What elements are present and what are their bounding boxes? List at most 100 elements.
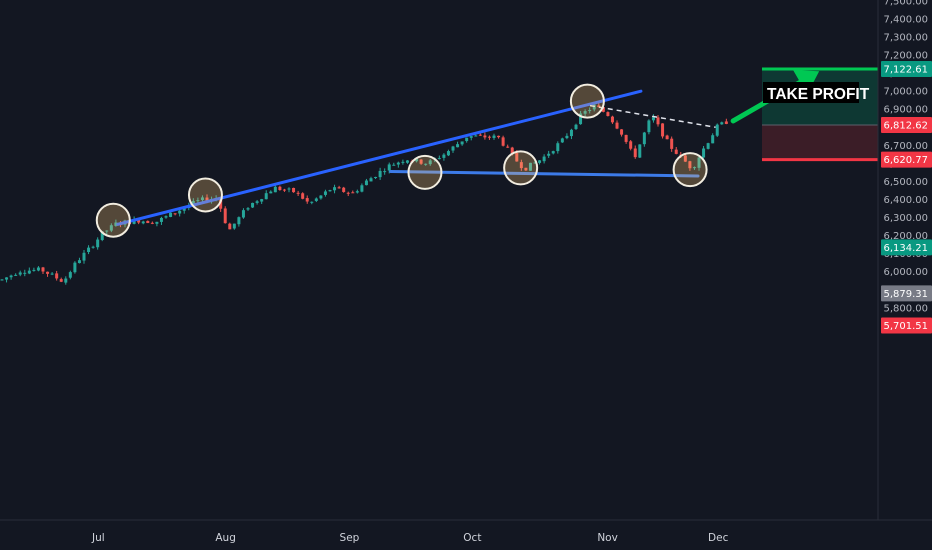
- candle-body: [633, 148, 637, 158]
- candle-body: [282, 189, 286, 191]
- candle-body: [232, 223, 236, 229]
- candle-body: [547, 153, 551, 156]
- candle-body: [273, 186, 277, 193]
- candle-body: [328, 190, 332, 192]
- candle-body: [574, 124, 578, 129]
- y-tick-label: 7,300.00: [883, 33, 928, 44]
- candle-body: [32, 269, 36, 271]
- candle-body: [36, 267, 40, 271]
- take-profit-label-bg: [763, 82, 859, 103]
- candle-body: [173, 213, 177, 215]
- candle-body: [191, 201, 195, 206]
- candle-body: [200, 197, 204, 201]
- candle-body: [405, 160, 409, 163]
- y-tick-label: 7,000.00: [883, 87, 928, 98]
- candle-body: [55, 273, 59, 279]
- candle-body: [64, 278, 68, 283]
- candle-body: [68, 272, 72, 278]
- candle-body: [638, 144, 642, 158]
- candle-body: [46, 271, 50, 274]
- candle-body: [724, 121, 728, 124]
- candle-body: [538, 160, 542, 163]
- candle-body: [588, 110, 592, 112]
- candle-body: [711, 135, 715, 144]
- candle-body: [620, 129, 624, 135]
- candle-body: [105, 230, 109, 232]
- candle-body: [670, 138, 674, 149]
- price-badge-label: 5,879.31: [883, 289, 928, 300]
- candle-body: [14, 274, 18, 276]
- y-tick-label: 5,800.00: [883, 303, 928, 314]
- candle-body: [474, 135, 478, 137]
- touch-point-circle: [569, 83, 605, 119]
- candle-body: [333, 187, 337, 191]
- candle-body: [205, 197, 209, 202]
- candle-body: [314, 198, 318, 201]
- candle-body: [87, 247, 91, 253]
- candle-body: [651, 117, 655, 121]
- candle-body: [141, 221, 145, 224]
- candle-body: [487, 136, 491, 138]
- x-tick-label: Dec: [708, 532, 729, 544]
- time-axis-background: [0, 520, 932, 550]
- candle-body: [451, 146, 455, 151]
- x-tick-label: Aug: [215, 532, 236, 544]
- candle-body: [100, 231, 104, 240]
- candle-body: [697, 157, 701, 168]
- candle-body: [647, 120, 651, 133]
- candle-body: [23, 272, 27, 274]
- y-tick-label: 6,700.00: [883, 141, 928, 152]
- candle-body: [150, 222, 154, 224]
- candle-body: [424, 163, 428, 165]
- candle-body: [497, 135, 501, 138]
- candle-body: [483, 135, 487, 138]
- candle-body: [601, 107, 605, 112]
- candle-body: [305, 198, 309, 202]
- candle-body: [378, 170, 382, 178]
- price-badge-label: 5,701.51: [883, 321, 928, 332]
- candle-body: [360, 185, 364, 192]
- candle-body: [674, 149, 678, 154]
- y-tick-label: 7,400.00: [883, 14, 928, 25]
- candle-body: [292, 187, 296, 193]
- candle-body: [374, 177, 378, 179]
- candle-body: [428, 160, 432, 165]
- candle-body: [255, 201, 259, 203]
- dashed-neckline: [589, 104, 716, 128]
- candle-body: [287, 188, 291, 190]
- candle-body: [556, 143, 560, 152]
- x-tick-label: Sep: [340, 532, 360, 544]
- y-tick-label: 6,200.00: [883, 231, 928, 242]
- candle-body: [91, 246, 95, 248]
- y-tick-label: 7,200.00: [883, 51, 928, 62]
- candle-body: [720, 122, 724, 125]
- candle-body: [401, 161, 405, 163]
- candle-body: [164, 216, 168, 218]
- candle-body: [223, 208, 227, 224]
- price-axis[interactable]: 5,800.005,900.006,000.006,100.006,200.00…: [877, 0, 932, 520]
- candle-body: [642, 132, 646, 145]
- x-tick-label: Oct: [463, 532, 481, 544]
- take-profit-label-text: TAKE PROFIT: [767, 86, 870, 103]
- candle-body: [260, 199, 264, 202]
- candle-body: [519, 162, 523, 169]
- candle-body: [310, 201, 314, 203]
- y-tick-label: 6,000.00: [883, 267, 928, 278]
- candle-body: [683, 155, 687, 162]
- candle-body: [50, 273, 54, 275]
- price-badge-label: 6,620.77: [883, 155, 928, 166]
- time-axis[interactable]: Jul Aug Sep Oct Nov Dec: [0, 519, 932, 550]
- candle-body: [77, 260, 81, 264]
- candle-body: [364, 180, 368, 186]
- candle-body: [251, 202, 255, 208]
- candle-body: [237, 217, 241, 225]
- candle-body: [419, 159, 423, 164]
- candle-body: [465, 137, 469, 142]
- candle-body: [715, 124, 719, 136]
- candle-body: [506, 146, 510, 148]
- candle-body: [437, 158, 441, 160]
- candle-body: [702, 148, 706, 158]
- candle-body: [624, 134, 628, 142]
- touch-point-circle: [407, 154, 443, 190]
